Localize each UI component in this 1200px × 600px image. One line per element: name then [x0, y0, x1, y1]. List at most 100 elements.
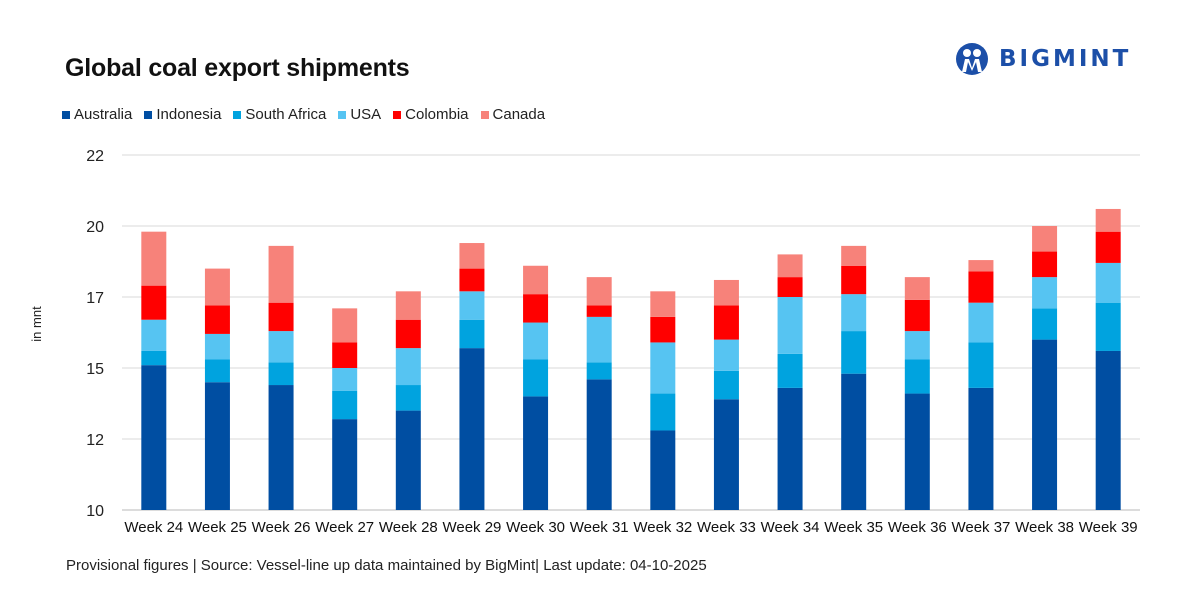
bar-stack-week-27: [332, 308, 358, 510]
bar-segment-south-africa: [777, 353, 803, 388]
bar-segment-australia: [904, 393, 930, 510]
legend-item-colombia: Colombia: [393, 106, 469, 123]
x-tick-label: Week 36: [888, 519, 947, 536]
bar-segment-south-africa: [841, 331, 867, 374]
bar-segment-usa: [1095, 262, 1121, 303]
bar-segment-canada: [141, 231, 167, 286]
bar-stack-week-35: [841, 245, 867, 510]
bar-segment-australia: [650, 430, 676, 510]
bar-segment-canada: [204, 268, 230, 306]
bar-segment-south-africa: [968, 342, 994, 388]
bar-segment-south-africa: [904, 359, 930, 394]
x-tick-label: Week 37: [951, 519, 1010, 536]
bar-segment-usa: [204, 333, 230, 360]
bar-segment-south-africa: [141, 350, 167, 366]
x-tick-label: Week 30: [506, 519, 565, 536]
bar-segment-south-africa: [204, 359, 230, 383]
bar-segment-australia: [268, 385, 294, 510]
bar-stack-week-24: [141, 231, 167, 510]
legend-item-canada: Canada: [480, 106, 546, 123]
bar-stack-week-33: [713, 279, 739, 510]
source-footnote: Provisional figures | Source: Vessel-lin…: [66, 557, 707, 574]
y-tick-label: 17: [86, 290, 104, 307]
legend-label: Canada: [492, 106, 546, 123]
bar-segment-australia: [841, 373, 867, 510]
y-tick-label: 20: [86, 219, 104, 236]
x-tick-label: Week 24: [124, 519, 183, 536]
bar-segment-australia: [1095, 350, 1121, 510]
y-axis-title: in mnt: [29, 306, 44, 342]
bar-segment-usa: [268, 331, 294, 363]
bar-segment-usa: [904, 331, 930, 360]
legend-swatch: [393, 110, 402, 119]
legend-swatch: [144, 110, 153, 119]
chart-legend: Australia Indonesia South Africa USA Colombi…: [62, 106, 557, 123]
bar-segment-canada: [395, 291, 421, 320]
bar-segment-australia: [586, 379, 612, 510]
bar-segment-colombia: [650, 316, 676, 343]
bar-segment-usa: [586, 316, 612, 363]
bar-segment-australia: [968, 387, 994, 510]
x-tick-label: Week 33: [697, 519, 756, 536]
bar-segment-south-africa: [650, 393, 676, 431]
legend-item-indonesia: Indonesia: [144, 106, 221, 123]
bar-segment-usa: [650, 342, 676, 394]
bar-segment-south-africa: [459, 319, 485, 349]
bar-segment-canada: [523, 265, 549, 295]
bar-stack-week-38: [1032, 226, 1058, 510]
bar-stack-week-32: [650, 291, 676, 510]
bar-segment-canada: [904, 277, 930, 300]
bar-segment-south-africa: [523, 359, 549, 397]
bar-segment-canada: [650, 291, 676, 317]
y-tick-label: 15: [86, 361, 104, 378]
legend-swatch: [233, 110, 242, 119]
bar-segment-colombia: [395, 319, 421, 349]
legend-label: Colombia: [405, 106, 469, 123]
bar-segment-colombia: [141, 285, 167, 320]
bar-stack-week-34: [777, 254, 803, 510]
bar-segment-south-africa: [713, 370, 739, 400]
x-tick-label: Week 28: [379, 519, 438, 536]
x-tick-label: Week 27: [315, 519, 374, 536]
bar-segment-australia: [713, 399, 739, 510]
x-tick-label: Week 31: [570, 519, 629, 536]
bar-segment-canada: [459, 243, 485, 269]
x-tick-label: Week 35: [824, 519, 883, 536]
bar-segment-australia: [1032, 339, 1058, 510]
bar-segment-colombia: [586, 305, 612, 317]
bar-segment-canada: [268, 245, 294, 303]
bar-segment-colombia: [268, 302, 294, 332]
bar-segment-south-africa: [1032, 308, 1058, 340]
bar-segment-australia: [459, 348, 485, 510]
x-tick-label: Week 25: [188, 519, 247, 536]
bar-segment-usa: [777, 297, 803, 354]
bar-segment-australia: [204, 382, 230, 510]
x-tick-label: Week 26: [252, 519, 311, 536]
bar-segment-colombia: [841, 265, 867, 295]
x-tick-label: Week 38: [1015, 519, 1074, 536]
bar-segment-colombia: [332, 342, 358, 368]
legend-label: USA: [350, 106, 382, 123]
bar-segment-australia: [141, 365, 167, 510]
bar-segment-colombia: [523, 294, 549, 323]
chart-title: Global coal export shipments: [65, 54, 410, 82]
bar-segment-south-africa: [268, 362, 294, 386]
bar-stack-week-36: [904, 277, 930, 510]
y-tick-label: 12: [86, 432, 104, 449]
x-tick-label: Week 39: [1079, 519, 1138, 536]
legend-swatch: [338, 110, 347, 119]
legend-item-south-africa: South Africa: [233, 106, 326, 123]
bar-segment-usa: [713, 339, 739, 371]
bar-segment-south-africa: [332, 390, 358, 420]
legend-label: Indonesia: [156, 106, 222, 123]
bar-segment-usa: [332, 368, 358, 391]
y-tick-label: 22: [86, 148, 104, 165]
bar-segment-colombia: [1095, 231, 1121, 263]
bar-segment-canada: [713, 279, 739, 306]
bigmint-people-logo-icon: [956, 43, 988, 75]
bar-segment-australia: [332, 419, 358, 510]
bar-segment-australia: [777, 387, 803, 510]
bar-segment-usa: [841, 294, 867, 332]
bar-segment-usa: [395, 348, 421, 386]
